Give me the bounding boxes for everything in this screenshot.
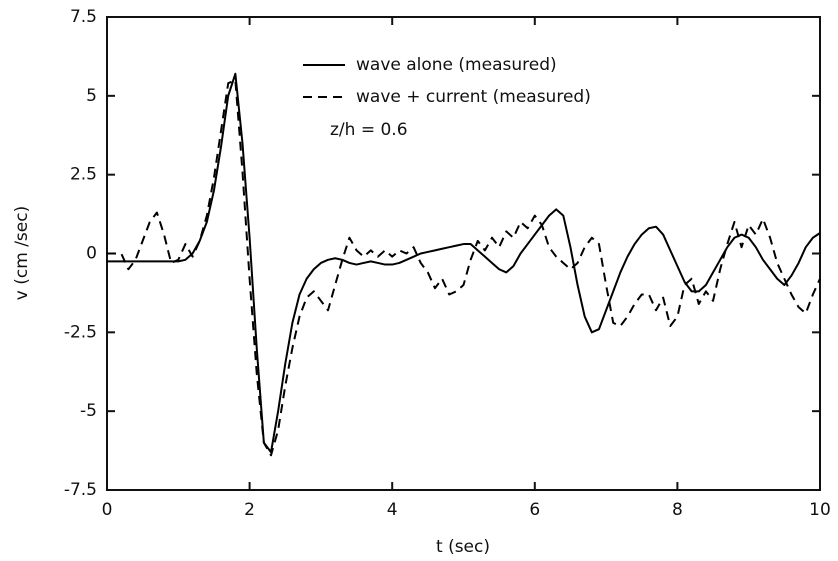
- x-tick-label: 4: [387, 500, 398, 520]
- y-tick-label: -2.5: [64, 322, 97, 342]
- y-tick-label: 5: [86, 86, 97, 106]
- y-axis-label: v (cm /sec): [12, 206, 32, 300]
- data-line: [107, 79, 821, 457]
- legend-label: wave + current (measured): [356, 87, 591, 107]
- x-tick-label: 2: [244, 500, 255, 520]
- legend-label: wave alone (measured): [356, 55, 557, 75]
- y-tick-label: -5: [80, 401, 97, 421]
- data-line: [107, 72, 821, 454]
- y-tick-label: 7.5: [70, 7, 97, 27]
- annotation: z/h = 0.6: [330, 120, 408, 140]
- y-tick-label: 2.5: [70, 165, 97, 185]
- x-tick-label: 10: [809, 500, 831, 520]
- x-tick-label: 8: [672, 500, 683, 520]
- x-tick-label: 6: [529, 500, 540, 520]
- x-tick-label: 0: [102, 500, 113, 520]
- y-tick-label: -7.5: [64, 480, 97, 500]
- y-tick-label: 0: [86, 244, 97, 264]
- x-axis-label: t (sec): [436, 537, 490, 557]
